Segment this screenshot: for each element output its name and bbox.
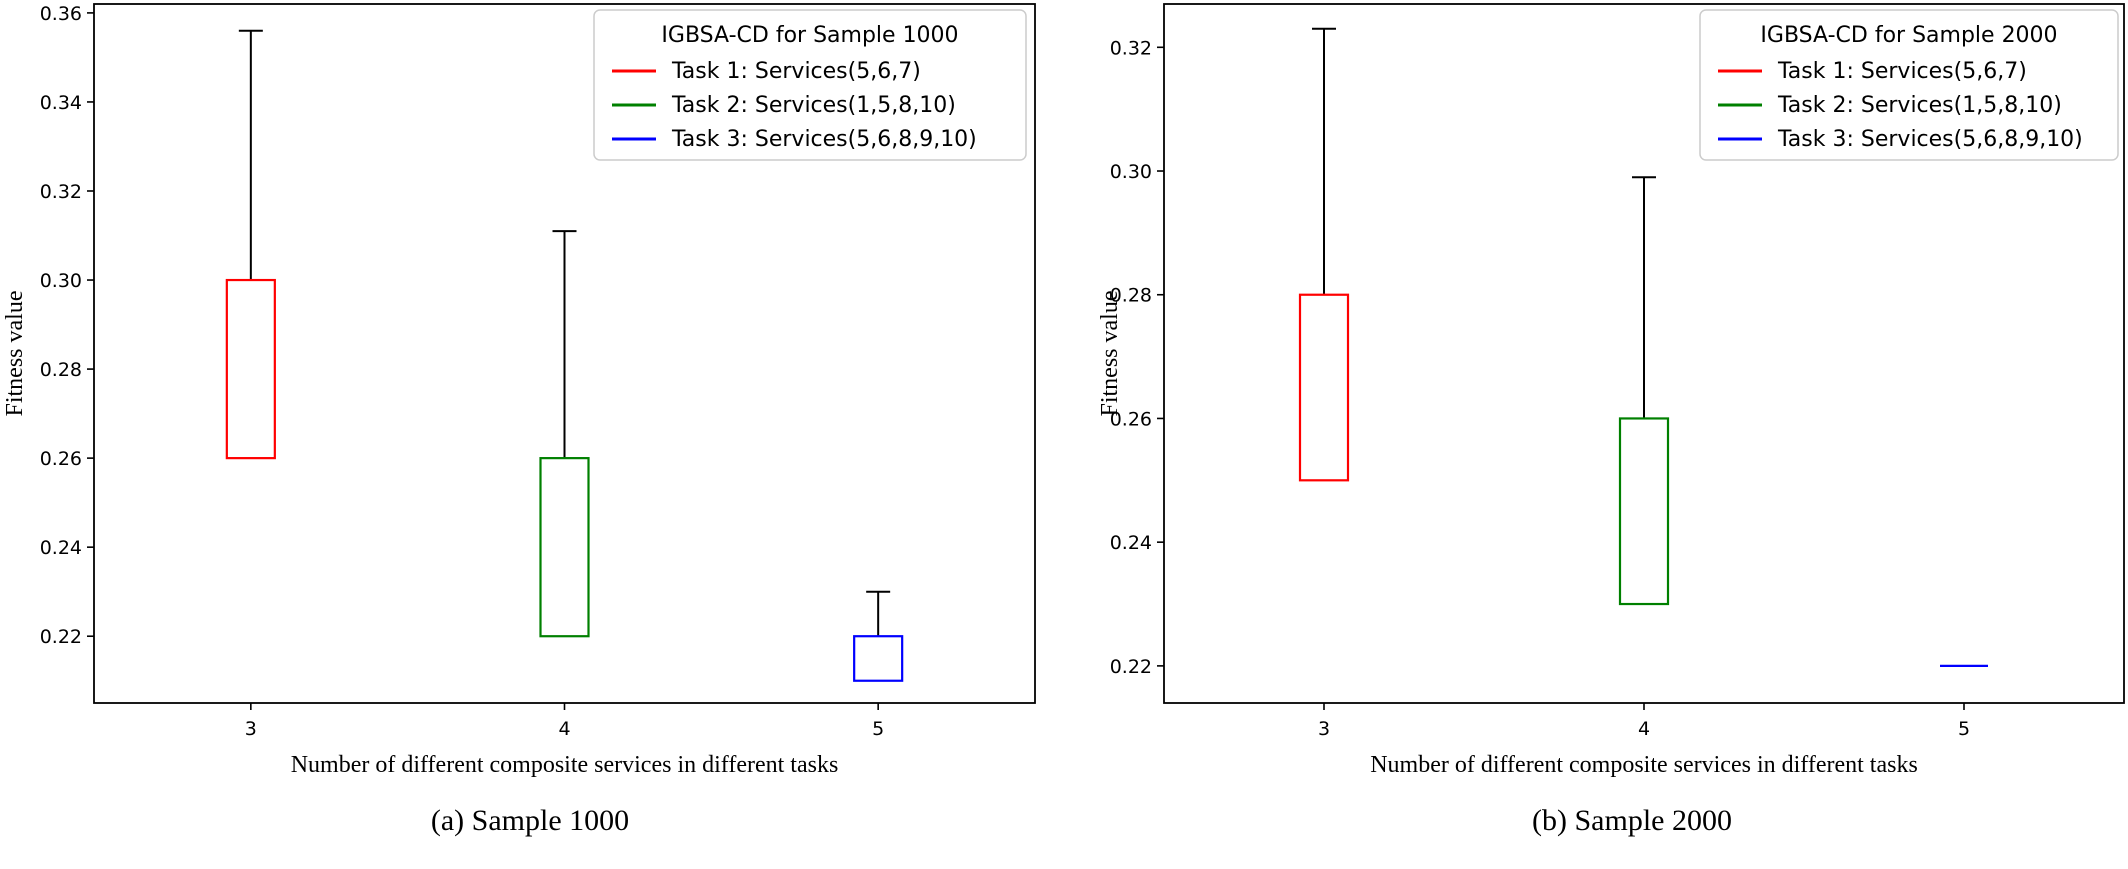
- y-tick-label: 0.32: [1110, 37, 1152, 59]
- plot-frame: [1163, 3, 2125, 704]
- legend-label: Task 2: Services(1,5,8,10): [671, 93, 956, 118]
- box-4: [1618, 176, 1670, 606]
- y-tick-label: 0.24: [1110, 532, 1152, 554]
- x-tick-label: 3: [1318, 718, 1330, 740]
- x-tick-label: 4: [1638, 718, 1650, 740]
- y-tick-label: 0.32: [40, 181, 82, 203]
- y-tick-label: 0.30: [40, 270, 82, 292]
- x-axis-title: Number of different composite services i…: [291, 752, 839, 778]
- y-tick-label: 0.22: [1110, 656, 1152, 678]
- x-tick-label: 5: [872, 718, 884, 740]
- figure-caption: (a) Sample 1000: [431, 804, 629, 837]
- box-3: [225, 29, 276, 460]
- y-tick-label: 0.22: [40, 626, 82, 648]
- legend-label: Task 3: Services(5,6,8,9,10): [671, 127, 977, 152]
- legend-label: Task 2: Services(1,5,8,10): [1777, 93, 2062, 118]
- y-tick-label: 0.26: [1110, 408, 1152, 430]
- x-axis-title: Number of different composite services i…: [1370, 752, 1918, 778]
- legend-label: Task 1: Services(5,6,7): [671, 59, 921, 84]
- legend-box: [593, 9, 1027, 161]
- y-tick-label: 0.28: [1110, 285, 1152, 307]
- box-5: [853, 590, 904, 682]
- legend: IGBSA-CD for Sample 1000 Task 1: Services…: [593, 9, 1027, 161]
- y-tick-label: 0.30: [1110, 161, 1152, 183]
- legend-title: IGBSA-CD for Sample 1000: [661, 23, 958, 48]
- box-rect: [539, 457, 590, 638]
- y-tick-label: 0.26: [40, 448, 82, 470]
- legend-box: [1699, 9, 2119, 161]
- box-rect: [1298, 293, 1350, 482]
- chart-panel-2: 0.22 0.24 0.26 0.28 0.30 0.32 3 4 5 IGBSA-CD for …: [1097, 3, 2125, 837]
- y-tick-label: 0.34: [40, 92, 82, 114]
- plot-frame: [93, 3, 1036, 704]
- y-tick-label: 0.36: [40, 3, 82, 25]
- box-rect: [1618, 417, 1670, 606]
- y-tick-label: 0.28: [40, 359, 82, 381]
- box-rect: [225, 278, 276, 460]
- figure-caption: (b) Sample 2000: [1532, 804, 1732, 837]
- legend: IGBSA-CD for Sample 2000 Task 1: Services…: [1699, 9, 2119, 161]
- x-tick-label: 4: [558, 718, 570, 740]
- y-axis-title: Fitness value: [1097, 291, 1123, 417]
- chart-panel-1: 0.22 0.24 0.26 0.28 0.30 0.32 0.34 0.36 3 4 5 IGBSA…: [2, 3, 1036, 837]
- x-tick-label: 3: [245, 718, 257, 740]
- box-4: [539, 230, 590, 638]
- legend-label: Task 3: Services(5,6,8,9,10): [1777, 127, 2083, 152]
- x-tick-label: 5: [1958, 718, 1970, 740]
- y-axis-title: Fitness value: [2, 291, 28, 417]
- legend-label: Task 1: Services(5,6,7): [1777, 59, 2027, 84]
- box-rect: [853, 635, 904, 682]
- box-3: [1298, 27, 1350, 482]
- y-tick-label: 0.24: [40, 537, 82, 559]
- legend-title: IGBSA-CD for Sample 2000: [1760, 23, 2057, 48]
